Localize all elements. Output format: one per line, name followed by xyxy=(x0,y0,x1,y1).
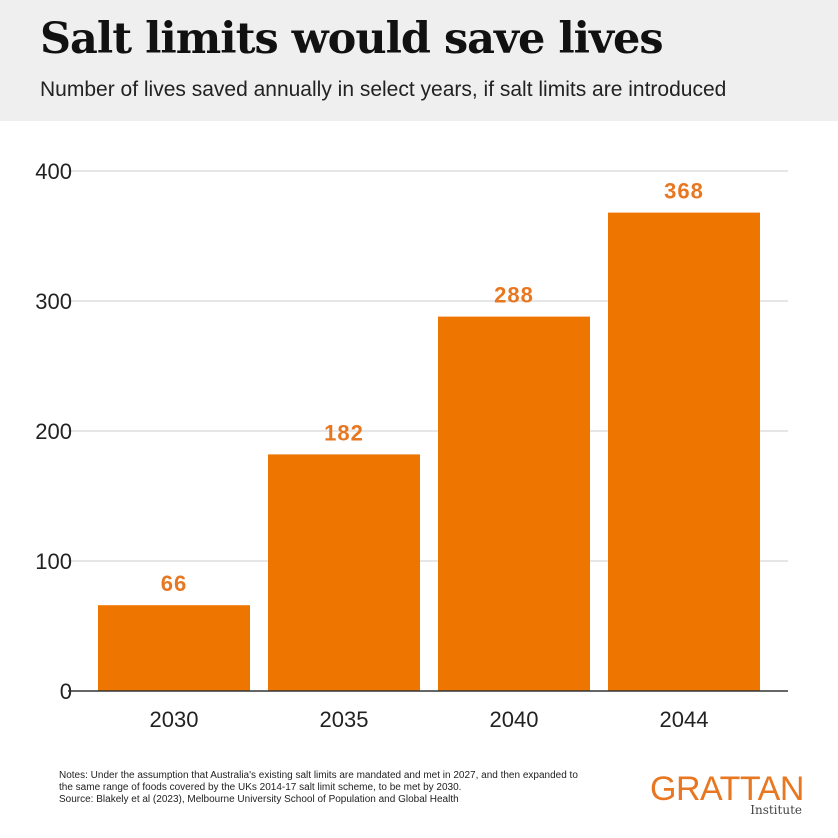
x-tick-label: 2044 xyxy=(660,707,709,732)
y-tick-label: 400 xyxy=(35,159,72,184)
bar xyxy=(98,605,250,691)
grattan-logo: GRATTAN Institute xyxy=(650,770,804,817)
y-tick-label: 300 xyxy=(35,289,72,314)
y-tick-label: 200 xyxy=(35,419,72,444)
data-label: 288 xyxy=(494,283,534,308)
logo-subtitle: Institute xyxy=(750,803,802,817)
x-tick-label: 2040 xyxy=(490,707,539,732)
bar xyxy=(438,316,590,691)
chart-notes: Notes: Under the assumption that Austral… xyxy=(59,770,659,806)
data-label: 66 xyxy=(161,571,187,596)
bar xyxy=(608,212,760,691)
logo-wordmark: GRATTAN xyxy=(650,770,804,808)
notes-line-2: the same range of foods covered by the U… xyxy=(59,782,462,793)
x-tick-label: 2035 xyxy=(320,707,369,732)
bar-chart: 0 100 200 300 400 66 2030 182 2035 288 2040 368 2044 xyxy=(35,159,788,732)
chart-title: Salt limits would save lives xyxy=(40,14,664,64)
data-label: 368 xyxy=(664,179,704,204)
notes-line-1: Notes: Under the assumption that Austral… xyxy=(59,770,578,781)
y-tick-label: 100 xyxy=(35,549,72,574)
x-tick-label: 2030 xyxy=(150,707,199,732)
y-tick-label: 0 xyxy=(60,679,72,704)
chart-subtitle: Number of lives saved annually in select… xyxy=(40,78,727,101)
source-line: Source: Blakely et al (2023), Melbourne … xyxy=(59,794,459,805)
data-label: 182 xyxy=(324,420,364,445)
bar xyxy=(268,454,420,691)
header-band: Salt limits would save lives Number of l… xyxy=(0,0,838,121)
